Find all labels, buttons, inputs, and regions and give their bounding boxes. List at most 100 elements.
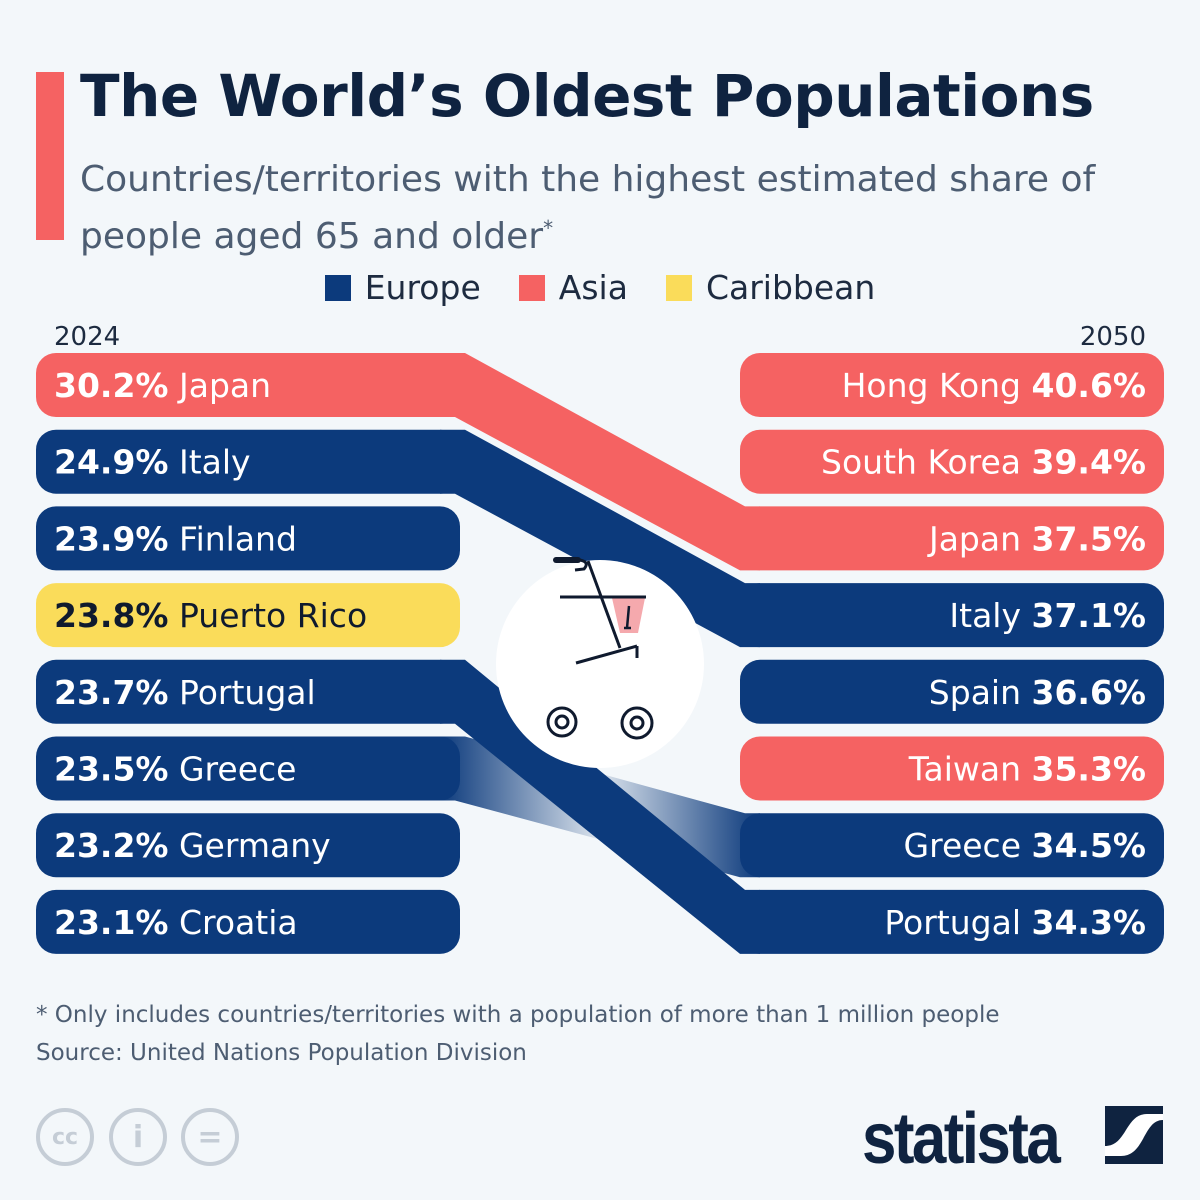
footnote: * Only includes countries/territories wi… — [36, 1002, 1000, 1028]
country-label: Japan — [169, 366, 272, 405]
country-label: Croatia — [169, 903, 298, 942]
bar-rect — [36, 506, 460, 571]
subtitle-text: Countries/territories with the highest e… — [80, 159, 1096, 257]
bar-2024-japan: 30.2% Japan — [36, 353, 460, 417]
bar-2024-italy: 24.9% Italy — [36, 429, 460, 494]
legend-label: Caribbean — [705, 268, 876, 307]
value-label: 23.5% — [54, 750, 169, 789]
bar-label: 23.5% Greece — [54, 750, 296, 789]
bar-2050-spain: Spain 36.6% — [740, 659, 1164, 724]
country-label: Hong Kong — [842, 366, 1032, 405]
bar-rect — [740, 583, 1164, 648]
bar-2024-croatia: 23.1% Croatia — [36, 889, 460, 954]
value-label: 23.7% — [54, 673, 169, 712]
value-label: 40.6% — [1032, 366, 1147, 405]
value-label: 34.3% — [1032, 903, 1147, 942]
legend-label: Europe — [364, 268, 481, 307]
country-label: Italy — [949, 596, 1031, 635]
cc-icon[interactable]: cc — [36, 1108, 94, 1166]
legend-swatch — [324, 274, 351, 301]
country-label: Spain — [929, 673, 1032, 712]
bar-label: Spain 36.6% — [929, 673, 1146, 712]
bar-label: 23.7% Portugal — [54, 673, 316, 712]
legend-swatch — [518, 274, 545, 301]
no-derivatives-label: = — [197, 1119, 223, 1155]
bar-rect — [36, 889, 460, 954]
bar-label: 23.2% Germany — [54, 826, 331, 865]
bar-2050-italy: Italy 37.1% — [740, 583, 1164, 648]
legend-label: Asia — [558, 268, 628, 307]
country-label: Portugal — [169, 673, 316, 712]
attribution-icon[interactable]: i — [109, 1108, 167, 1166]
connector-portugal — [440, 659, 760, 954]
bar-rect — [36, 353, 460, 417]
country-label: Japan — [927, 519, 1032, 558]
legend-item-europe: Europe — [324, 268, 481, 307]
bar-label: 23.1% Croatia — [54, 903, 298, 942]
left-year-header: 2024 — [54, 322, 120, 352]
bar-2024-germany: 23.2% Germany — [36, 813, 460, 878]
statista-logo[interactable]: statista — [862, 1099, 1061, 1179]
bar-rect — [740, 429, 1164, 494]
bar-2050-hong-kong: Hong Kong 40.6% — [740, 353, 1164, 417]
bar-rect — [36, 659, 460, 724]
title-accent-bar — [36, 72, 64, 240]
chart-subtitle: Countries/territories with the highest e… — [80, 156, 1160, 261]
country-label: Puerto Rico — [169, 596, 368, 635]
bar-2024-puerto-rico: 23.8% Puerto Rico — [36, 583, 460, 648]
bar-rect — [740, 736, 1164, 801]
bar-label: 23.9% Finland — [54, 519, 297, 558]
country-label: Germany — [169, 826, 331, 865]
bar-label: Italy 37.1% — [949, 596, 1146, 635]
bar-2050-taiwan: Taiwan 35.3% — [740, 736, 1164, 801]
value-label: 36.6% — [1032, 673, 1147, 712]
bar-2024-portugal: 23.7% Portugal — [36, 659, 460, 724]
bar-rect — [740, 353, 1164, 417]
bar-label: 24.9% Italy — [54, 443, 251, 482]
bar-rect — [740, 659, 1164, 724]
bar-2050-greece: Greece 34.5% — [740, 813, 1164, 878]
bar-2050-japan: Japan 37.5% — [740, 506, 1164, 571]
source: Source: United Nations Population Divisi… — [36, 1040, 527, 1066]
connector-japan — [440, 353, 760, 571]
country-label: Greece — [904, 826, 1032, 865]
value-label: 37.5% — [1032, 519, 1147, 558]
value-label: 37.1% — [1032, 596, 1147, 635]
statista-logo-icon — [1105, 1106, 1163, 1164]
legend-item-caribbean: Caribbean — [665, 268, 876, 307]
no-derivatives-icon[interactable]: = — [181, 1108, 239, 1166]
chart-title: The World’s Oldest Populations — [80, 62, 1094, 130]
country-label: Taiwan — [908, 750, 1032, 789]
bar-2024-finland: 23.9% Finland — [36, 506, 460, 571]
bar-label: 23.8% Puerto Rico — [54, 596, 367, 635]
country-label: Italy — [169, 443, 251, 482]
bar-label: Greece 34.5% — [904, 826, 1146, 865]
right-year-header: 2050 — [1080, 322, 1146, 352]
bar-rect — [740, 813, 1164, 878]
value-label: 23.9% — [54, 519, 169, 558]
legend-item-asia: Asia — [518, 268, 628, 307]
bar-label: South Korea 39.4% — [821, 443, 1146, 482]
attribution-label: i — [132, 1119, 144, 1155]
bar-label: Hong Kong 40.6% — [842, 366, 1146, 405]
bar-rect — [740, 506, 1164, 571]
value-label: 39.4% — [1032, 443, 1147, 482]
cc-label: cc — [51, 1124, 79, 1150]
bar-2050-portugal: Portugal 34.3% — [740, 889, 1164, 954]
bar-label: Japan 37.5% — [927, 519, 1146, 558]
country-label: Finland — [169, 519, 297, 558]
bar-label: 30.2% Japan — [54, 366, 271, 405]
legend: Europe Asia Caribbean — [0, 268, 1200, 307]
bar-2050-south-korea: South Korea 39.4% — [740, 429, 1164, 494]
bar-label: Portugal 34.3% — [884, 903, 1146, 942]
bar-rect — [740, 889, 1164, 954]
value-label: 23.2% — [54, 826, 169, 865]
legend-swatch — [665, 274, 692, 301]
bar-label: Taiwan 35.3% — [908, 750, 1146, 789]
country-label: South Korea — [821, 443, 1031, 482]
value-label: 23.1% — [54, 903, 169, 942]
country-label: Portugal — [884, 903, 1031, 942]
value-label: 34.5% — [1032, 826, 1147, 865]
bar-rect — [36, 813, 460, 878]
